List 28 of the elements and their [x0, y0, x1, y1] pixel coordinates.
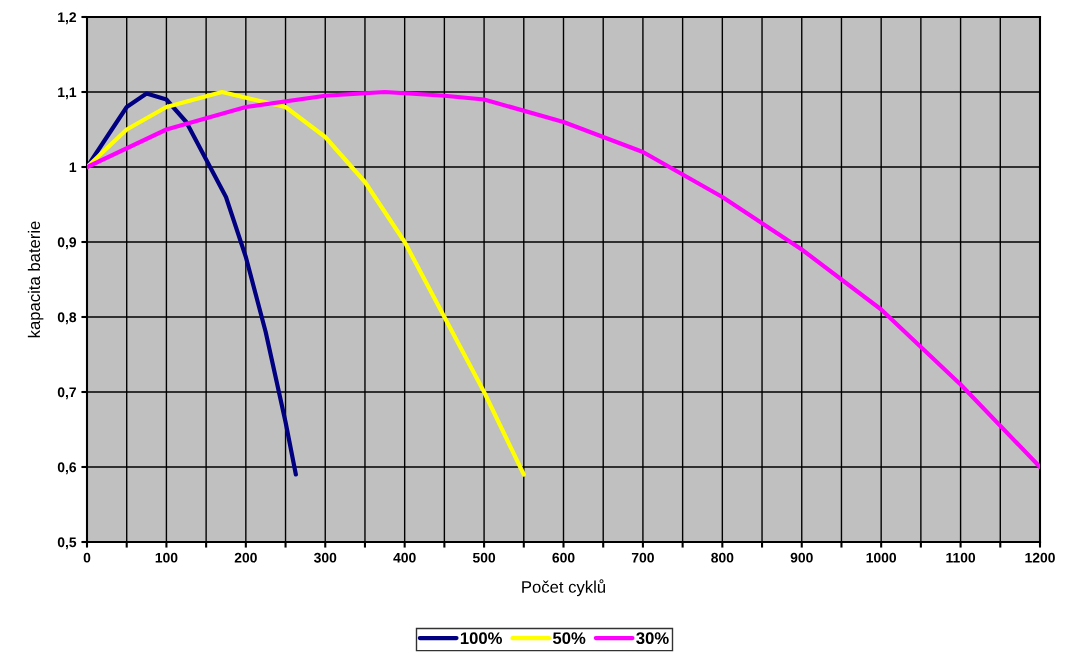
- y-tick-label: 1: [69, 162, 77, 173]
- y-axis-title: kapacita baterie: [27, 221, 44, 338]
- x-tick-label: 100: [155, 552, 178, 563]
- x-tick-label: 1100: [946, 552, 976, 563]
- x-tick-label: 900: [790, 552, 813, 563]
- x-tick-label: 200: [234, 552, 257, 563]
- x-tick-label: 500: [472, 552, 496, 563]
- x-tick-label: 300: [313, 552, 337, 563]
- x-tick-label: 600: [552, 552, 575, 563]
- y-tick-label: 0,6: [57, 462, 77, 475]
- x-tick-label: 0: [83, 552, 91, 563]
- y-tick-label: 0,8: [57, 312, 77, 325]
- x-tick-label: 1000: [866, 552, 897, 563]
- line-series: [87, 91, 298, 477]
- y-tick-label: 0,5: [57, 537, 77, 550]
- legend-label: 30%: [636, 632, 669, 645]
- x-tick-label: 700: [631, 552, 654, 563]
- y-tick-label: 0,9: [57, 237, 77, 250]
- x-tick-label: 800: [711, 552, 734, 563]
- x-tick-label: 1200: [1025, 552, 1055, 563]
- legend-label: 100%: [460, 632, 503, 645]
- y-tick-label: 1,2: [58, 12, 77, 25]
- line-series: [87, 89, 526, 477]
- legend-label: 50%: [552, 632, 586, 645]
- y-tick-label: 0,7: [57, 387, 76, 400]
- x-axis-title: Počet cyklů: [522, 579, 605, 597]
- x-tick-label: 400: [393, 552, 416, 563]
- y-tick-label: 1,1: [58, 87, 77, 100]
